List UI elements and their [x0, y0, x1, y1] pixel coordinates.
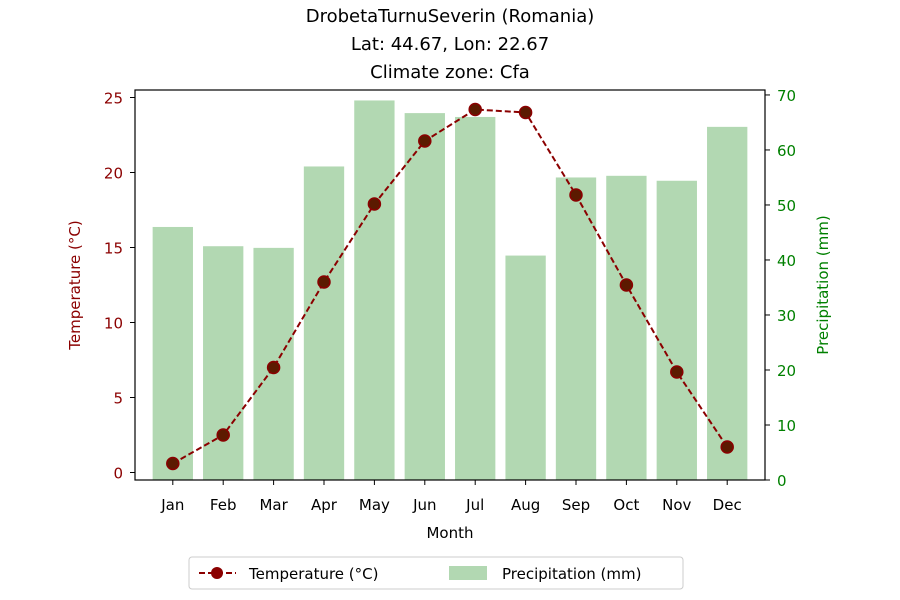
plot-frame	[134, 89, 766, 481]
left-tick-label: 10	[104, 315, 123, 333]
x-tick-label: Apr	[311, 496, 338, 514]
left-tick-label: 0	[113, 465, 123, 483]
temperature-series-line	[172, 108, 729, 465]
precipitation-bar	[303, 166, 345, 480]
left-tick-label: 5	[113, 390, 123, 408]
precipitation-bar	[203, 246, 244, 480]
temperature-point	[468, 102, 482, 117]
right-tick-label: 60	[777, 142, 796, 160]
precipitation-bar	[606, 175, 647, 480]
precipitation-bar	[555, 177, 597, 480]
right-tick-label: 40	[777, 252, 796, 270]
right-axis: 0 10 20 30 40 50 60 70	[765, 87, 796, 490]
temperature-point	[518, 105, 533, 120]
x-tick-label: Nov	[662, 496, 691, 514]
left-axis: 0 5 10 15 20 25	[104, 90, 135, 483]
x-tick-label: Jul	[465, 496, 484, 514]
precipitation-bar	[354, 100, 395, 480]
x-axis-label: Month	[426, 524, 473, 542]
temperature-point	[418, 134, 432, 148]
temperature-point	[569, 188, 583, 202]
right-tick-label: 20	[777, 362, 796, 380]
x-tick-label: Jun	[412, 496, 436, 514]
left-tick-label: 20	[104, 165, 123, 183]
precipitation-bar	[455, 116, 496, 480]
precipitation-bar	[505, 255, 546, 480]
legend-temperature-label: Temperature (°C)	[248, 565, 378, 583]
right-tick-label: 50	[777, 197, 796, 215]
precipitation-bars	[152, 100, 748, 480]
x-tick-label: Dec	[713, 496, 742, 514]
temperature-point	[720, 440, 734, 454]
right-tick-label: 0	[777, 472, 787, 490]
temperature-point	[619, 278, 634, 292]
temperature-point	[317, 275, 331, 289]
x-axis: Jan Feb Mar Apr May Jun Jul Aug Sep Oct Nov Dec	[160, 480, 742, 514]
temperature-point	[367, 197, 382, 211]
left-axis-label: Temperature (°C)	[66, 220, 84, 350]
right-tick-label: 70	[777, 87, 796, 105]
temperature-point	[266, 360, 281, 375]
precipitation-bar	[707, 126, 748, 480]
left-tick-label: 25	[104, 90, 123, 108]
legend-box	[188, 556, 684, 590]
x-tick-label: Sep	[562, 496, 590, 514]
temperature-point	[166, 456, 180, 471]
legend-precipitation-label: Precipitation (mm)	[502, 565, 641, 583]
left-tick-label: 15	[104, 240, 123, 258]
legend-precipitation-swatch	[449, 566, 487, 580]
chart-title: DrobetaTurnuSeverin (Romania) Lat: 44.67,…	[306, 6, 595, 83]
title-line: Climate zone: Cfa	[370, 62, 530, 83]
title-line: DrobetaTurnuSeverin (Romania)	[306, 6, 595, 27]
temperature-line	[166, 102, 734, 471]
legend-temperature-marker	[211, 567, 223, 579]
temperature-point	[670, 365, 684, 379]
precipitation-bar	[656, 180, 697, 480]
x-tick-label: Feb	[210, 496, 237, 514]
right-tick-label: 30	[777, 307, 796, 325]
x-tick-label: Aug	[511, 496, 540, 514]
right-axis-label: Precipitation (mm)	[814, 215, 832, 354]
title-line: Lat: 44.67, Lon: 22.67	[351, 34, 549, 55]
x-tick-label: Jan	[160, 496, 184, 514]
x-tick-label: May	[359, 496, 390, 514]
precipitation-bar	[404, 113, 445, 480]
precipitation-bar	[152, 226, 193, 480]
x-tick-label: Mar	[259, 496, 288, 514]
right-tick-label: 10	[777, 417, 796, 435]
legend: Temperature (°C) Precipitation (mm)	[188, 556, 684, 590]
x-tick-label: Oct	[613, 496, 639, 514]
temperature-point	[216, 428, 230, 442]
